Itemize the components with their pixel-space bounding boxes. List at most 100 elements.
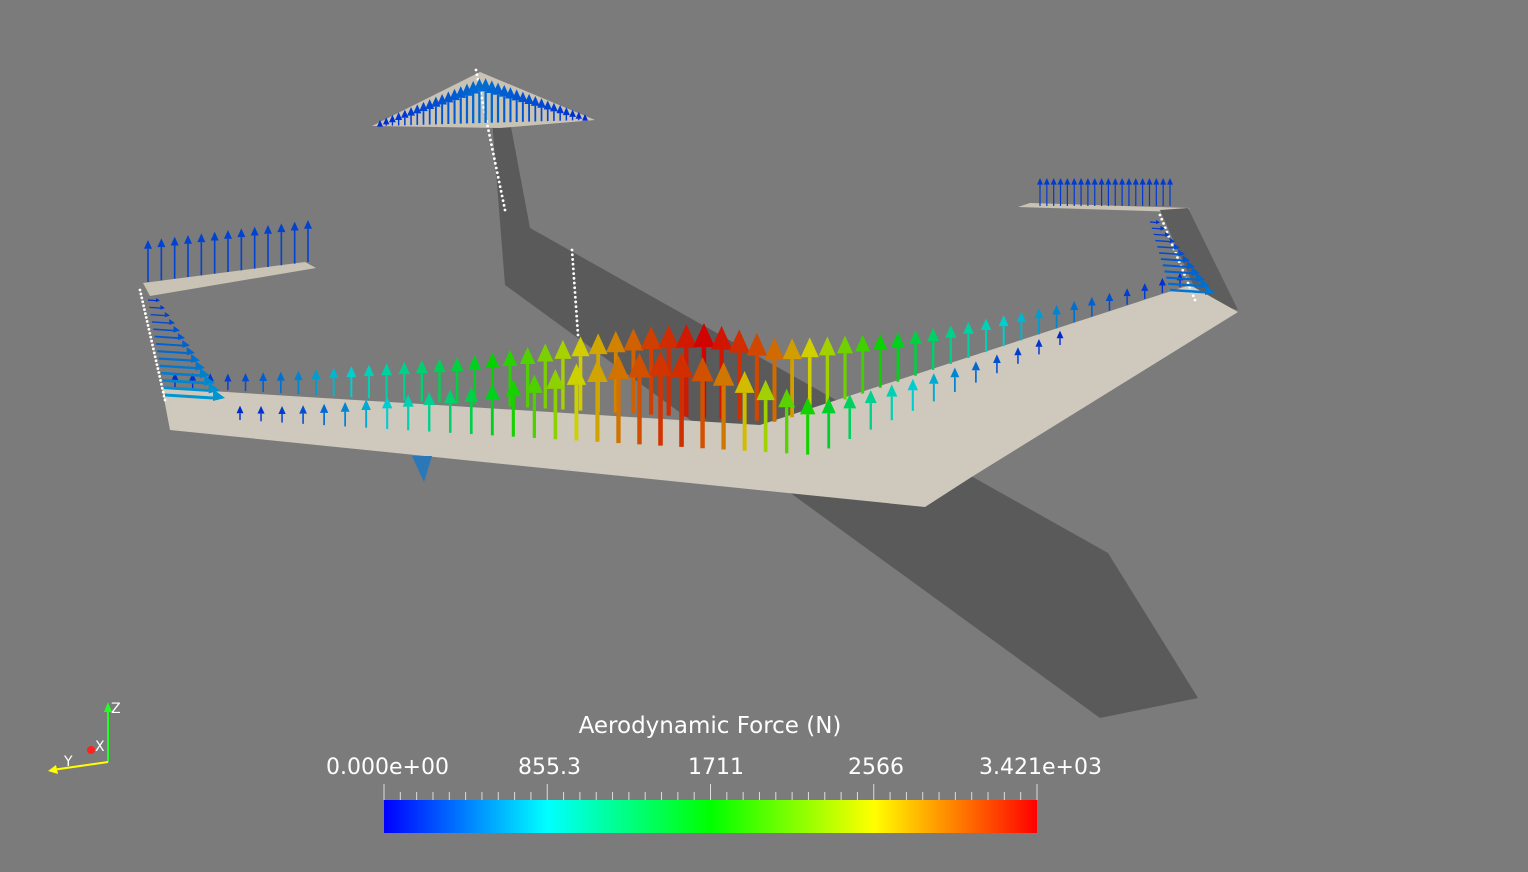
- vortex-point: [143, 308, 146, 312]
- force-arrow-main-wing: [675, 324, 698, 417]
- force-arrow-main-wing: [299, 405, 307, 424]
- vortex-point: [574, 309, 578, 313]
- force-arrow-main-wing: [464, 386, 478, 435]
- vortex-point: [497, 180, 501, 184]
- force-arrow-main-wing: [980, 318, 992, 353]
- force-arrow-main-wing: [1056, 330, 1064, 345]
- vortex-point: [574, 305, 578, 309]
- force-arrow-main-wing: [864, 390, 877, 430]
- vortex-point: [160, 386, 164, 390]
- main-wing: [162, 285, 1238, 507]
- orientation-axes: [48, 702, 112, 774]
- force-arrow-main-wing: [361, 399, 371, 428]
- force-arrow-main-wing: [843, 394, 857, 440]
- force-arrow-main-wing: [433, 358, 446, 403]
- vortex-point: [151, 347, 155, 351]
- vortex-point: [153, 355, 157, 359]
- force-arrow-right-tail: [1125, 178, 1132, 206]
- vortex-point: [143, 312, 147, 315]
- force-arrow-main-wing: [971, 361, 981, 383]
- force-arrow-main-wing: [836, 335, 854, 400]
- force-arrow-main-wing: [328, 367, 339, 397]
- vortex-point: [144, 316, 148, 319]
- force-arrow-main-wing: [907, 378, 919, 411]
- force-arrow-winglet: [1155, 237, 1175, 244]
- vortex-point: [493, 161, 497, 165]
- vortex-point: [160, 382, 163, 386]
- force-arrow-right-tail: [1132, 178, 1139, 206]
- force-arrow-right-tail: [1112, 178, 1119, 206]
- force-arrow-left-tail: [304, 220, 312, 262]
- vortex-point: [162, 394, 166, 398]
- force-arrow-winglet: [1162, 261, 1195, 270]
- force-arrow-winglet: [1149, 220, 1160, 224]
- vortex-point: [571, 262, 575, 266]
- force-arrow-main-wing: [381, 363, 393, 400]
- colorbar: [384, 800, 1037, 833]
- axis-x-label: X: [95, 739, 105, 755]
- force-arrow-right-tail: [1043, 178, 1050, 206]
- force-arrow-winglet: [159, 361, 205, 371]
- vortex-point: [480, 96, 484, 100]
- force-arrow-left-tail: [290, 221, 299, 264]
- colorbar-title: Aerodynamic Force (N): [578, 713, 842, 739]
- force-arrow-main-wing: [257, 405, 265, 422]
- colorbar-label-4: 2566: [848, 755, 904, 780]
- force-arrow-main-wing: [363, 364, 375, 399]
- vortex-point: [572, 272, 576, 276]
- force-arrow-left-tail: [250, 226, 259, 269]
- force-arrow-left-tail: [170, 236, 179, 279]
- vortex-point: [573, 286, 577, 290]
- vortex-point: [1188, 285, 1192, 289]
- force-arrow-winglet: [164, 389, 225, 401]
- vortex-point: [489, 138, 492, 142]
- vortex-point: [1186, 281, 1190, 285]
- force-arrow-main-wing: [628, 352, 651, 445]
- force-arrow-right-tail: [1084, 178, 1091, 206]
- vortex-point: [156, 367, 160, 370]
- force-arrow-vertical-tail: [486, 80, 498, 123]
- vortex-point: [142, 304, 145, 308]
- force-arrow-right-tail: [1167, 178, 1173, 206]
- force-arrow-main-wing: [259, 372, 268, 393]
- force-arrow-vertical-tail: [582, 114, 588, 121]
- force-arrow-winglet: [157, 347, 195, 356]
- force-arrow-main-wing: [945, 325, 957, 364]
- ventral-fin: [412, 456, 432, 482]
- force-arrow-main-wing: [886, 384, 898, 421]
- force-arrow-main-wing: [443, 389, 457, 433]
- force-arrow-left-tail: [157, 238, 166, 281]
- force-arrow-left-tail: [264, 225, 272, 267]
- force-arrow-winglet: [154, 333, 185, 341]
- vortex-point: [495, 171, 499, 175]
- force-arrow-right-tail: [1071, 178, 1078, 206]
- force-arrow-main-wing: [241, 373, 250, 392]
- force-arrow-vertical-tail: [498, 84, 510, 123]
- force-arrow-vertical-tail: [518, 91, 528, 122]
- force-arrow-main-wing: [778, 388, 796, 454]
- vortex-point: [151, 343, 154, 347]
- force-arrow-main-wing: [607, 355, 630, 444]
- vortex-point: [492, 157, 496, 161]
- force-arrow-vertical-tail: [383, 117, 390, 126]
- vortex-point: [491, 147, 494, 151]
- vortex-point: [1170, 243, 1174, 247]
- force-arrow-left-tail: [277, 223, 286, 266]
- force-arrow-main-wing: [873, 333, 888, 388]
- force-arrow-main-wing: [319, 403, 329, 426]
- force-arrow-winglet: [163, 382, 220, 394]
- force-arrow-winglet: [1151, 225, 1165, 231]
- force-arrow-main-wing: [1141, 283, 1149, 299]
- colorbar-label-3: 1711: [688, 755, 744, 780]
- force-arrow-main-wing: [278, 405, 286, 423]
- force-arrow-right-tail: [1146, 178, 1153, 206]
- vortex-point: [575, 314, 579, 318]
- force-arrow-main-wing: [623, 328, 644, 414]
- vortex-point: [503, 208, 507, 212]
- force-arrow-main-wing: [519, 346, 536, 408]
- force-arrow-main-wing: [554, 339, 572, 410]
- force-vectors: [144, 78, 1215, 455]
- force-arrow-main-wing: [340, 401, 350, 427]
